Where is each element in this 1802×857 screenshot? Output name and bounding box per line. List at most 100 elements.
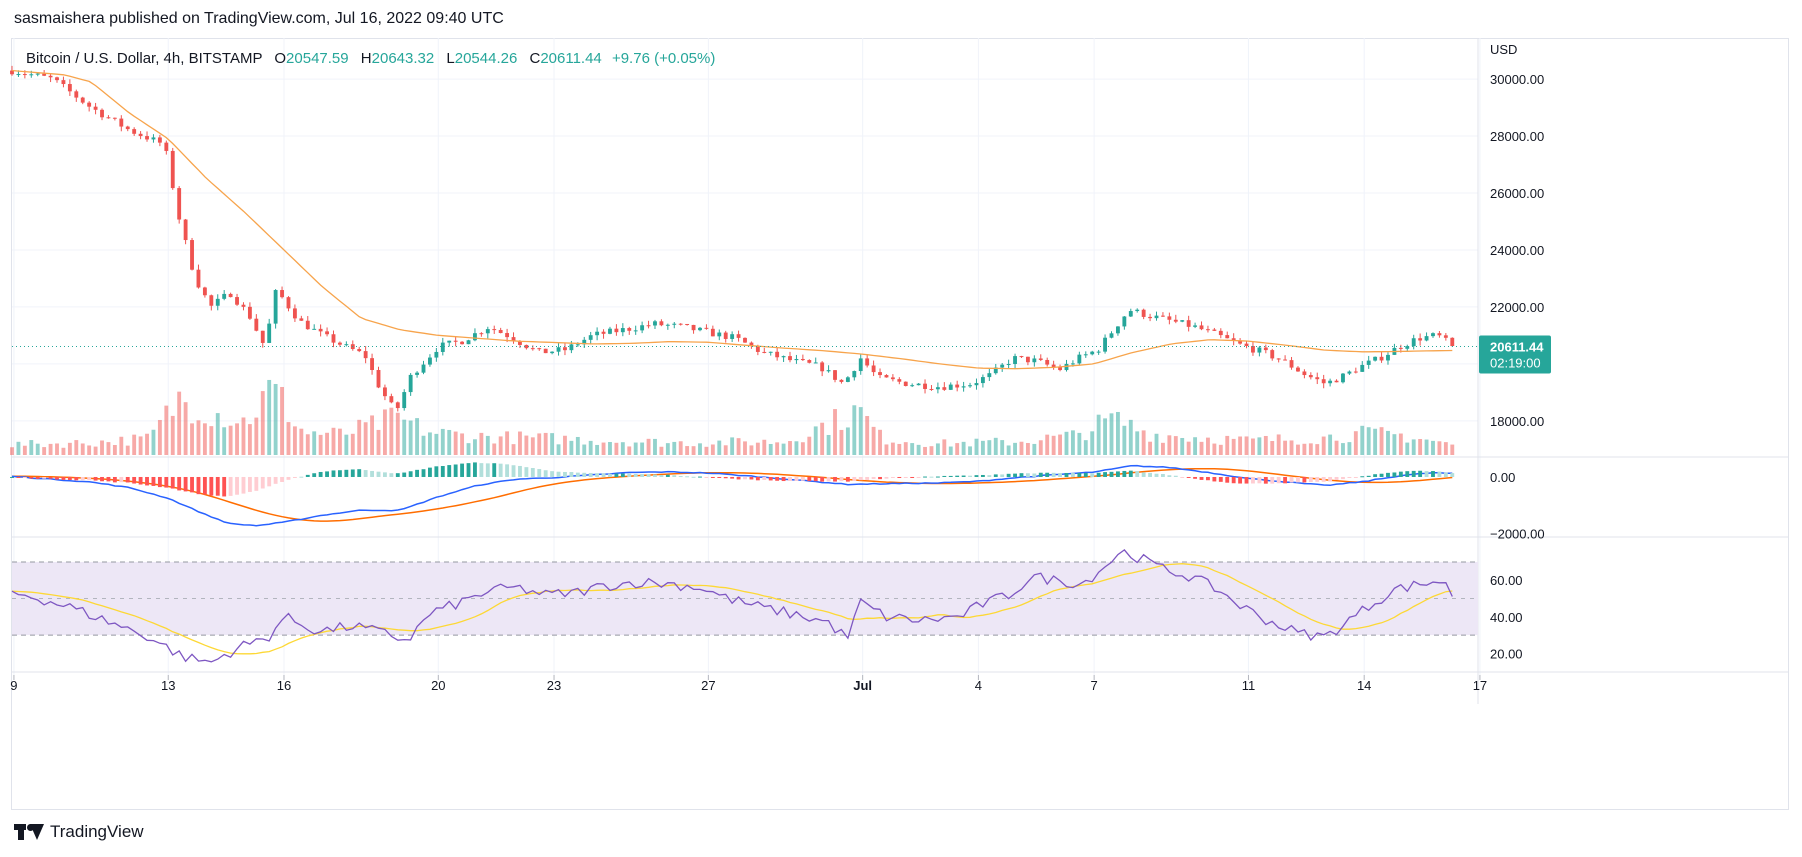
macd-hist-bar [974, 475, 979, 477]
volume-bar [119, 436, 124, 455]
candle-body [1443, 335, 1448, 338]
volume-bar [466, 443, 471, 455]
volume-bar [395, 412, 400, 455]
macd-hist-bar [1244, 476, 1249, 484]
candle-body [260, 330, 265, 343]
candle-body [736, 334, 741, 338]
candle-body [87, 102, 92, 107]
volume-bar [318, 434, 323, 455]
candle-body [286, 297, 291, 309]
rsi-tick-label: 40.00 [1490, 610, 1523, 625]
candle-body [588, 335, 593, 340]
candle-body [228, 293, 233, 298]
candle-body [1122, 316, 1127, 327]
volume-bar [492, 443, 497, 455]
volume-bar [247, 424, 252, 455]
volume-bar [183, 402, 188, 455]
candle-body [1276, 358, 1281, 360]
macd-hist-bar [1173, 475, 1178, 477]
candle-body [942, 387, 947, 390]
volume-bar [736, 438, 741, 455]
volume-bar [563, 435, 567, 455]
candle-body [1398, 347, 1403, 349]
candle-body [202, 287, 207, 296]
volume-bar [929, 446, 934, 455]
volume-bar [871, 426, 876, 455]
chart-frame [11, 38, 1789, 810]
candle-body [1186, 320, 1191, 327]
candle-body [1167, 316, 1172, 320]
macd-line [11, 464, 1453, 527]
macd-hist-bar [1302, 476, 1307, 483]
macd-hist-bar [383, 472, 387, 477]
candle-body [42, 73, 47, 76]
volume-bar [415, 418, 420, 455]
volume-bar [826, 434, 831, 455]
candle-body [370, 358, 374, 371]
macd-hist-bar [222, 476, 227, 497]
volume-bar [74, 440, 79, 455]
macd-hist-bar [402, 472, 407, 477]
volume-bar [550, 433, 555, 455]
volume-bar [48, 443, 53, 455]
volume-bar [331, 427, 336, 455]
volume-bar [1231, 438, 1236, 455]
macd-hist-bar [614, 473, 619, 477]
volume-bar [1000, 440, 1005, 455]
candle-body [865, 358, 870, 366]
macd-hist-bar [910, 476, 915, 478]
macd-hist-bar [633, 473, 638, 477]
volume-bar [67, 442, 72, 455]
candle-body [794, 358, 799, 361]
macd-hist-bar [1263, 476, 1268, 484]
candle-body [961, 386, 966, 388]
candle-body [1283, 359, 1288, 361]
macd-hist-bar [530, 468, 535, 477]
volume-bar [730, 437, 735, 455]
volume-bar [1122, 425, 1127, 455]
macd-hist-bar [1167, 475, 1172, 477]
macd-hist-bar [145, 476, 149, 486]
price-tag-value: 20611.44 [1490, 339, 1544, 354]
volume-bar [601, 442, 606, 455]
candle-body [852, 371, 857, 378]
volume-bar [106, 442, 111, 455]
price-tick-label: 30000.00 [1490, 72, 1544, 87]
candle-body [530, 348, 535, 350]
candle-body [614, 328, 619, 333]
candle-body [453, 340, 458, 342]
symbol-title[interactable]: Bitcoin / U.S. Dollar, 4h, BITSTAMP [26, 50, 263, 67]
candle-body [768, 351, 773, 353]
macd-hist-bar [1077, 472, 1082, 477]
volume-bar [1347, 442, 1352, 455]
candle-body [460, 341, 465, 345]
volume-bar [582, 444, 587, 455]
rsi-ma-line [11, 563, 1453, 655]
macd-hist-bar [1045, 472, 1050, 477]
macd-hist-bar [16, 476, 21, 478]
candle-body [665, 324, 670, 326]
macd-hist-bar [337, 470, 342, 477]
macd-hist-bar [569, 472, 574, 477]
candle-body [145, 136, 149, 140]
volume-bar [1341, 443, 1345, 455]
volume-bar [691, 446, 696, 455]
volume-bar [852, 405, 857, 455]
macd-hist-bar [48, 476, 53, 479]
candle-body [1103, 337, 1107, 352]
candle-body [402, 392, 407, 409]
volume-bar [453, 431, 458, 455]
volume-bars [10, 379, 1455, 455]
volume-bar [440, 428, 445, 455]
volume-bar [1109, 413, 1114, 455]
macd-hist-bar [775, 476, 780, 481]
candle-body [1238, 340, 1243, 344]
macd-hist-bar [1443, 472, 1448, 477]
x-tick-label: 7 [1091, 678, 1098, 693]
volume-bar [1379, 427, 1384, 455]
macd-hist-bar [415, 469, 420, 477]
candles[interactable] [10, 65, 1455, 412]
footer[interactable]: TradingView [14, 822, 144, 842]
volume-bar [1212, 443, 1217, 455]
